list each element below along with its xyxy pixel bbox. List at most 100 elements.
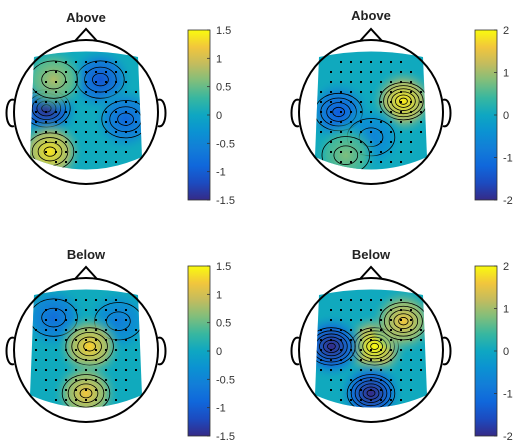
electrode-dot — [330, 121, 332, 123]
topography-fill — [30, 289, 142, 408]
electrode-dot — [410, 121, 412, 123]
electrode-dot — [65, 299, 67, 301]
electrode-dot — [380, 339, 382, 341]
electrode-dot — [65, 161, 67, 163]
electrode-dot — [350, 319, 352, 321]
electrode-dot — [370, 121, 372, 123]
electrode-dot — [360, 121, 362, 123]
electrode-dot — [410, 71, 412, 73]
colorbar-tick-label: -1 — [216, 167, 226, 179]
electrode-dot — [350, 359, 352, 361]
electrode-dot — [330, 151, 332, 153]
electrode-dot — [340, 111, 342, 113]
electrode-dot — [115, 81, 117, 83]
electrode-dot — [400, 101, 402, 103]
colorbar-gradient — [187, 29, 211, 201]
electrode-dot — [330, 91, 332, 93]
electrode-dot — [410, 131, 412, 133]
electrode-dot — [95, 319, 97, 321]
electrode-dot — [400, 141, 402, 143]
electrode-dot — [105, 319, 107, 321]
electrode-dot — [420, 339, 422, 341]
electrode-dot — [85, 81, 87, 83]
electrode-dot — [360, 379, 362, 381]
electrode-dot — [55, 359, 57, 361]
electrode-dot — [370, 61, 372, 63]
electrode-dot — [35, 359, 37, 361]
nose — [74, 265, 98, 280]
electrode-dot — [85, 309, 87, 311]
electrode-dot — [115, 369, 117, 371]
electrode-dot — [45, 151, 47, 153]
electrode-dot — [410, 151, 412, 153]
electrode-dot — [55, 369, 57, 371]
electrode-dot — [55, 309, 57, 311]
electrode-dot — [75, 309, 77, 311]
electrode-dot — [400, 161, 402, 163]
electrode-dot — [330, 141, 332, 143]
contour-line — [350, 377, 392, 408]
electrode-dot — [105, 101, 107, 103]
electrode-dot — [75, 339, 77, 341]
nose — [74, 27, 98, 42]
electrode-dot — [380, 369, 382, 371]
electrode-dot — [390, 161, 392, 163]
electrode-dot — [125, 141, 127, 143]
contour-line — [399, 97, 408, 105]
electrode-dot — [125, 71, 127, 73]
electrode-dot — [320, 131, 322, 133]
panel-title: Above — [351, 8, 391, 23]
electrode-dot — [115, 379, 117, 381]
electrode-dot — [400, 379, 402, 381]
electrode-dot — [400, 131, 402, 133]
electrode-dot — [340, 319, 342, 321]
electrode-dot — [105, 329, 107, 331]
contour-line — [358, 383, 384, 403]
electrode-dot — [410, 359, 412, 361]
electrode-dot — [105, 81, 107, 83]
electrode-dot — [410, 91, 412, 93]
electrode-dot — [330, 81, 332, 83]
colorbar-tick-label: 0.5 — [216, 318, 231, 330]
electrode-dot — [45, 369, 47, 371]
electrode-dot — [65, 131, 67, 133]
electrode-dot — [390, 339, 392, 341]
electrode-dot — [75, 71, 77, 73]
electrode-dot — [95, 111, 97, 113]
electrode-dot — [400, 61, 402, 63]
electrode-dot — [350, 369, 352, 371]
electrode-dot — [35, 329, 37, 331]
electrode-dot — [390, 369, 392, 371]
electrode-dot — [360, 359, 362, 361]
electrode-grid — [35, 299, 137, 401]
electrode-dot — [370, 399, 372, 401]
electrode-dot — [330, 359, 332, 361]
electrode-dot — [350, 141, 352, 143]
electrode-dot — [115, 339, 117, 341]
electrode-dot — [45, 379, 47, 381]
electrode-dot — [85, 389, 87, 391]
electrode-dot — [340, 369, 342, 371]
electrode-dot — [45, 309, 47, 311]
electrode-dot — [35, 369, 37, 371]
electrode-dot — [360, 399, 362, 401]
contour-line — [346, 374, 396, 408]
electrode-dot — [360, 349, 362, 351]
electrode-dot — [85, 71, 87, 73]
electrode-dot — [115, 389, 117, 391]
electrode-dot — [85, 111, 87, 113]
electrode-dot — [390, 101, 392, 103]
electrode-dot — [380, 399, 382, 401]
electrode-dot — [370, 91, 372, 93]
left-ear — [290, 98, 300, 128]
electrode-dot — [115, 131, 117, 133]
electrode-dot — [340, 161, 342, 163]
electrode-dot — [45, 91, 47, 93]
electrode-dot — [330, 379, 332, 381]
electrode-dot — [125, 309, 127, 311]
electrode-dot — [75, 399, 77, 401]
electrode-dot — [340, 329, 342, 331]
electrode-dot — [350, 161, 352, 163]
electrode-dot — [65, 319, 67, 321]
electrode-dot — [390, 111, 392, 113]
